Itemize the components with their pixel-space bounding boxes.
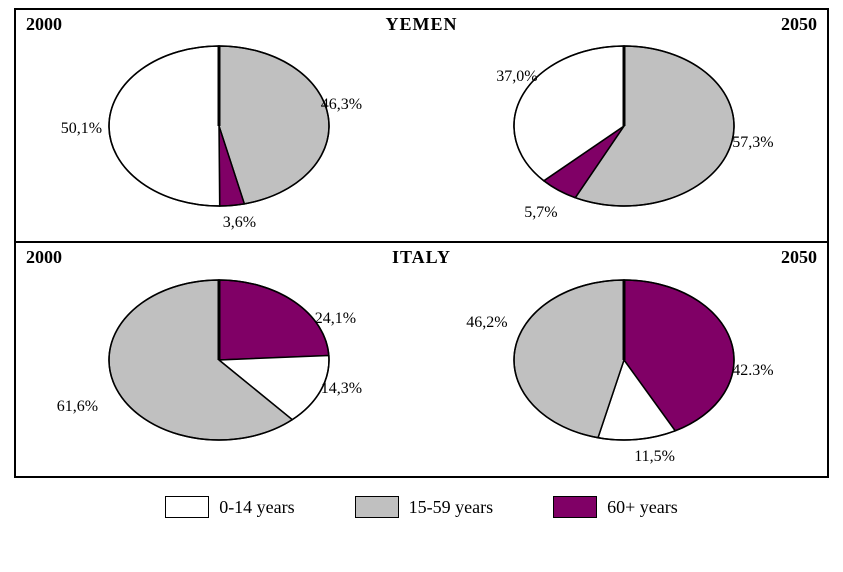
slice-label-italy_2000-age_60_plus: 24,1% — [315, 310, 356, 328]
slice-label-yemen_2000-age_15_59: 46,3% — [321, 96, 362, 114]
slice-label-italy_2050-age_60_plus: 42.3% — [732, 362, 773, 380]
cell-italy-2000: 2000 24,1%14,3%61,6% — [16, 243, 422, 476]
slice-label-yemen_2000-age_60_plus: 3,6% — [223, 214, 256, 232]
slice-label-yemen_2050-age_60_plus: 5,7% — [524, 204, 557, 222]
slice-label-italy_2000-age_15_59: 61,6% — [57, 398, 98, 416]
pie-slice-age_60_plus — [219, 280, 329, 360]
legend-text-0-14: 0-14 years — [219, 497, 294, 518]
legend-text-60plus: 60+ years — [607, 497, 678, 518]
slice-label-yemen_2000-age_0_14: 50,1% — [61, 120, 102, 138]
pie-italy-2000 — [99, 270, 339, 450]
row-italy: ITALY 2000 24,1%14,3%61,6% 2050 42.3%11,… — [16, 243, 827, 476]
swatch-0-14 — [165, 496, 209, 518]
pie-wrap-yemen-2050: 57,3%5,7%37,0% — [504, 36, 744, 216]
pie-yemen-2000 — [99, 36, 339, 216]
pie-wrap-yemen-2000: 46,3%3,6%50,1% — [99, 36, 339, 216]
cell-yemen-2050: 2050 57,3%5,7%37,0% — [422, 10, 828, 241]
slice-label-italy_2000-age_0_14: 14,3% — [321, 380, 362, 398]
pie-italy-2050 — [504, 270, 744, 450]
pie-slice-age_0_14 — [109, 46, 220, 206]
year-label-italy-2000: 2000 — [26, 247, 62, 268]
legend-text-15-59: 15-59 years — [409, 497, 493, 518]
pie-yemen-2050 — [504, 36, 744, 216]
year-label-yemen-2050: 2050 — [781, 14, 817, 35]
swatch-15-59 — [355, 496, 399, 518]
row-yemen: YEMEN 2000 46,3%3,6%50,1% 2050 57,3%5,7%… — [16, 10, 827, 243]
chart-grid: YEMEN 2000 46,3%3,6%50,1% 2050 57,3%5,7%… — [14, 8, 829, 478]
legend-item-60plus: 60+ years — [553, 496, 678, 518]
year-label-italy-2050: 2050 — [781, 247, 817, 268]
pie-wrap-italy-2050: 42.3%11,5%46,2% — [504, 270, 744, 450]
legend-item-15-59: 15-59 years — [355, 496, 493, 518]
year-label-yemen-2000: 2000 — [26, 14, 62, 35]
cell-yemen-2000: 2000 46,3%3,6%50,1% — [16, 10, 422, 241]
swatch-60plus — [553, 496, 597, 518]
legend: 0-14 years 15-59 years 60+ years — [0, 496, 843, 518]
slice-label-italy_2050-age_15_59: 46,2% — [466, 314, 507, 332]
slice-label-yemen_2050-age_0_14: 37,0% — [496, 68, 537, 86]
slice-label-italy_2050-age_0_14: 11,5% — [634, 448, 675, 466]
slice-label-yemen_2050-age_15_59: 57,3% — [732, 134, 773, 152]
cell-italy-2050: 2050 42.3%11,5%46,2% — [422, 243, 828, 476]
legend-item-0-14: 0-14 years — [165, 496, 294, 518]
pie-wrap-italy-2000: 24,1%14,3%61,6% — [99, 270, 339, 450]
